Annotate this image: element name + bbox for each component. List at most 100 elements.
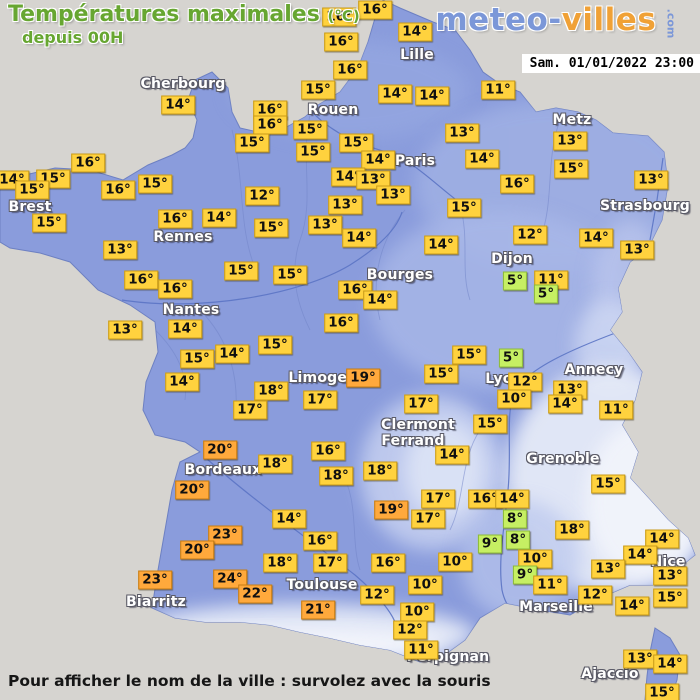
temp-label[interactable]: 16° [371,553,405,573]
temp-label[interactable]: 15° [473,414,507,434]
temp-label[interactable]: 13° [591,559,625,579]
temp-label[interactable]: 14° [361,150,395,170]
temp-label[interactable]: 22° [238,584,272,604]
temp-label[interactable]: 15° [224,261,258,281]
temp-label[interactable]: 14° [378,84,412,104]
temp-label[interactable]: 18° [263,553,297,573]
temp-label[interactable]: 12° [360,585,394,605]
temp-label[interactable]: 12° [578,585,612,605]
temp-label[interactable]: 14° [435,445,469,465]
temp-label[interactable]: 16° [311,441,345,461]
temp-label[interactable]: 14° [615,596,649,616]
temp-label[interactable]: 15° [447,198,481,218]
temp-label[interactable]: 15° [258,335,292,355]
temp-label[interactable]: 13° [328,195,362,215]
temp-label[interactable]: 15° [254,218,288,238]
temp-label[interactable]: 18° [254,381,288,401]
temp-label[interactable]: 18° [319,466,353,486]
temp-label[interactable]: 12° [245,186,279,206]
temp-label[interactable]: 14° [548,394,582,414]
temp-label[interactable]: 20° [175,480,209,500]
temp-label[interactable]: 23° [208,525,242,545]
temp-label[interactable]: 15° [591,474,625,494]
temp-label[interactable]: 14° [161,95,195,115]
temp-label[interactable]: 16° [500,174,534,194]
temp-label[interactable]: 14° [645,529,679,549]
temp-label[interactable]: 13° [445,123,479,143]
temp-label[interactable]: 16° [324,32,358,52]
temp-label[interactable]: 16° [124,270,158,290]
temp-label[interactable]: 17° [411,509,445,529]
temp-label[interactable]: 10° [408,575,442,595]
temp-label[interactable]: 13° [653,566,687,586]
temp-label[interactable]: 17° [404,394,438,414]
temp-label[interactable]: 8° [502,509,528,529]
temp-label[interactable]: 16° [358,0,392,20]
temp-label[interactable]: 16° [324,313,358,333]
temp-label[interactable]: 10° [438,552,472,572]
temp-label[interactable]: 11° [481,80,515,100]
temp-label[interactable]: 15° [424,364,458,384]
temp-label[interactable]: 15° [32,213,66,233]
temp-label[interactable]: 13° [308,215,342,235]
temp-label[interactable]: 18° [555,520,589,540]
temp-label[interactable]: 10° [518,549,552,569]
temp-label[interactable]: 14° [363,290,397,310]
temp-label[interactable]: 13° [634,170,668,190]
temp-label[interactable]: 14° [272,509,306,529]
temp-label[interactable]: 15° [645,683,679,700]
temp-label[interactable]: 14° [215,344,249,364]
temp-label[interactable]: 5° [533,284,559,304]
temp-label[interactable]: 24° [213,569,247,589]
temp-label[interactable]: 17° [233,400,267,420]
temp-label[interactable]: 5° [498,348,524,368]
temp-label[interactable]: 20° [180,540,214,560]
temp-label[interactable]: 13° [623,649,657,669]
temp-label[interactable]: 12° [513,225,547,245]
temp-label[interactable]: 8° [505,530,531,550]
temp-label[interactable]: 10° [497,389,531,409]
temp-label[interactable]: 13° [356,170,390,190]
temp-label[interactable]: 10° [400,602,434,622]
temp-label[interactable]: 14° [202,208,236,228]
temp-label[interactable]: 15° [15,180,49,200]
temp-label[interactable]: 12° [393,620,427,640]
temp-label[interactable]: 5° [502,271,528,291]
temp-label[interactable]: 16° [322,7,356,27]
temp-label[interactable]: 11° [404,640,438,660]
temp-label[interactable]: 14° [465,149,499,169]
temp-label[interactable]: 16° [158,209,192,229]
temp-label[interactable]: 16° [253,100,287,120]
temp-label[interactable]: 11° [533,575,567,595]
meteo-villes-logo[interactable]: meteo-villes .com [435,2,686,38]
temp-label[interactable]: 14° [398,22,432,42]
temp-label[interactable]: 20° [203,440,237,460]
temp-label[interactable]: 15° [273,265,307,285]
temp-label[interactable]: 19° [374,500,408,520]
temp-label[interactable]: 16° [253,115,287,135]
temp-label[interactable]: 15° [180,349,214,369]
temp-label[interactable]: 17° [313,553,347,573]
temp-label[interactable]: 15° [138,174,172,194]
temp-label[interactable]: 18° [363,461,397,481]
temp-label[interactable]: 14° [495,489,529,509]
temp-label[interactable]: 16° [468,489,502,509]
temp-label[interactable]: 19° [346,368,380,388]
temp-label[interactable]: 13° [620,240,654,260]
temp-label[interactable]: 15° [653,588,687,608]
temp-label[interactable]: 16° [158,279,192,299]
temp-label[interactable]: 13° [108,320,142,340]
temp-label[interactable]: 17° [303,390,337,410]
temp-label[interactable]: 13° [376,185,410,205]
temp-label[interactable]: 14° [579,228,613,248]
temp-label[interactable]: 15° [235,133,269,153]
temp-label[interactable]: 16° [333,60,367,80]
temp-label[interactable]: 15° [452,345,486,365]
temp-label[interactable]: 16° [71,153,105,173]
temp-label[interactable]: 15° [554,159,588,179]
temp-label[interactable]: 14° [653,654,687,674]
temp-label[interactable]: 17° [421,489,455,509]
temp-label[interactable]: 14° [424,235,458,255]
temp-label[interactable]: 14° [168,319,202,339]
temp-label[interactable]: 13° [553,131,587,151]
